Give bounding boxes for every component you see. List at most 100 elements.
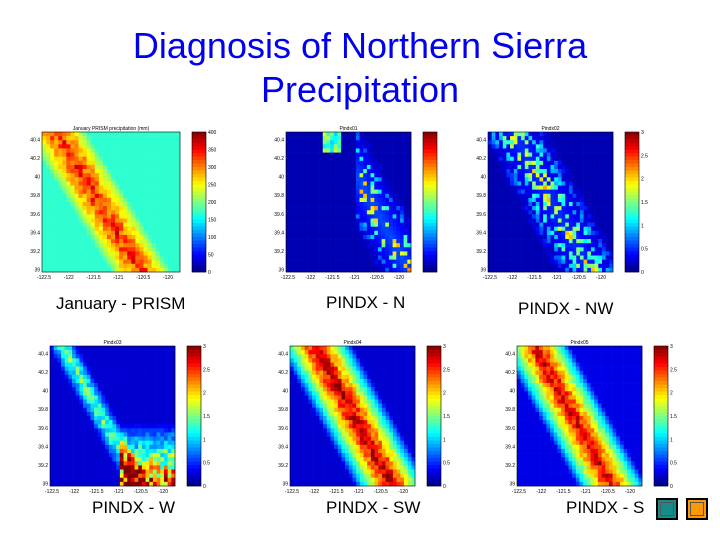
- heatmap-cell: [355, 206, 360, 211]
- heatmap-cell: [532, 214, 537, 219]
- heatmap-cell: [488, 197, 492, 203]
- heatmap-cell: [102, 222, 108, 228]
- heatmap-cell: [143, 152, 148, 158]
- heatmap-cell: [135, 230, 140, 236]
- heatmap-cell: [495, 169, 500, 174]
- heatmap-cell: [370, 202, 375, 207]
- heatmap-cell: [374, 259, 379, 265]
- heatmap-cell: [149, 403, 154, 409]
- heatmap-cell: [106, 230, 112, 236]
- heatmap-svg: January PRISM precipitation (mm)40.440.2…: [30, 126, 216, 281]
- heatmap-cell: [167, 358, 172, 363]
- colorbar-step: [192, 223, 206, 227]
- heatmap-cell: [86, 411, 91, 417]
- heatmap-cell: [135, 177, 140, 182]
- heatmap-cell: [127, 214, 132, 219]
- heatmap-cell: [539, 173, 544, 178]
- heatmap-cell: [74, 239, 79, 244]
- colorbar-step: [423, 146, 437, 150]
- heatmap-cell: [297, 136, 302, 141]
- heatmap-cell: [115, 202, 120, 207]
- heatmap-cell: [528, 202, 533, 207]
- heatmap-cell: [64, 370, 69, 376]
- heatmap-cell: [370, 251, 375, 256]
- heatmap-cell: [111, 173, 116, 178]
- heatmap-cell: [407, 164, 412, 170]
- heatmap-cell: [344, 177, 349, 182]
- heatmap-cell: [337, 263, 342, 269]
- heatmap-cell: [499, 185, 504, 190]
- heatmap-cell: [532, 160, 537, 166]
- heatmap-cell: [111, 160, 116, 166]
- heatmap-cell: [54, 218, 59, 223]
- heatmap-cell: [119, 263, 124, 269]
- heatmap-cell: [392, 243, 397, 248]
- heatmap-cell: [171, 481, 176, 487]
- heatmap-cell: [344, 136, 349, 141]
- colorbar-step: [187, 381, 201, 385]
- heatmap-cell: [70, 148, 75, 153]
- heatmap-cell: [403, 140, 408, 145]
- heatmap-cell: [127, 481, 132, 487]
- heatmap-cell: [119, 259, 124, 265]
- heatmap-cell: [82, 185, 87, 190]
- heatmap-cell: [130, 448, 135, 454]
- heatmap-cell: [319, 222, 324, 228]
- heatmap-cell: [127, 358, 132, 363]
- heatmap-cell: [163, 226, 169, 232]
- heatmap-cell: [101, 387, 106, 392]
- heatmap-cell: [546, 259, 551, 265]
- heatmap-cell: [363, 160, 368, 166]
- heatmap-cell: [70, 136, 75, 141]
- heatmap-cell: [330, 350, 335, 355]
- heatmap-cell: [359, 251, 364, 256]
- heatmap-cell: [374, 156, 379, 162]
- heatmap-cell: [72, 374, 77, 380]
- heatmap-cell: [135, 160, 140, 166]
- heatmap-cell: [319, 202, 324, 207]
- heatmap-cell: [326, 152, 331, 158]
- heatmap-cell: [568, 218, 573, 223]
- heatmap-cell: [488, 144, 492, 149]
- heatmap-cell: [160, 395, 165, 400]
- heatmap-cell: [326, 185, 331, 190]
- heatmap-cell: [50, 350, 54, 355]
- heatmap-cell: [396, 181, 401, 186]
- heatmap-cell: [94, 358, 99, 363]
- heatmap-cell: [66, 189, 71, 195]
- heatmap-cell: [510, 263, 515, 269]
- heatmap-cell: [352, 181, 357, 186]
- heatmap-cell: [119, 391, 124, 396]
- heatmap-cell: [86, 473, 91, 479]
- heatmap-cell: [111, 136, 116, 141]
- heatmap-cell: [300, 263, 305, 269]
- heatmap-cell: [333, 230, 338, 236]
- heatmap-cell: [388, 177, 393, 182]
- heatmap-cell: [344, 222, 349, 228]
- heatmap-cell: [576, 222, 581, 228]
- heatmap-cell: [159, 239, 165, 244]
- heatmap-cell: [488, 222, 492, 228]
- heatmap-cell: [517, 259, 522, 265]
- heatmap-cell: [377, 181, 382, 186]
- heatmap-cell: [535, 255, 540, 260]
- heatmap-cell: [101, 407, 106, 413]
- colorbar-step: [187, 398, 201, 403]
- heatmap-cell: [62, 164, 67, 170]
- heatmap-cell: [315, 132, 320, 137]
- y-tick-label: 39: [42, 482, 48, 488]
- heatmap-cell: [506, 136, 511, 141]
- heatmap-cell: [82, 132, 87, 137]
- heatmap-cell: [74, 144, 79, 149]
- heatmap-cell: [50, 243, 55, 248]
- heatmap-cell: [112, 387, 117, 392]
- heatmap-cell: [587, 247, 592, 252]
- heatmap-cell: [300, 259, 305, 265]
- heatmap-cell: [102, 202, 108, 207]
- heatmap-cell: [286, 156, 290, 162]
- heatmap-cell: [517, 144, 522, 149]
- colorbar-step: [192, 212, 206, 217]
- heatmap-cell: [583, 255, 588, 260]
- heatmap-cell: [90, 440, 95, 446]
- heatmap-cell: [366, 234, 371, 240]
